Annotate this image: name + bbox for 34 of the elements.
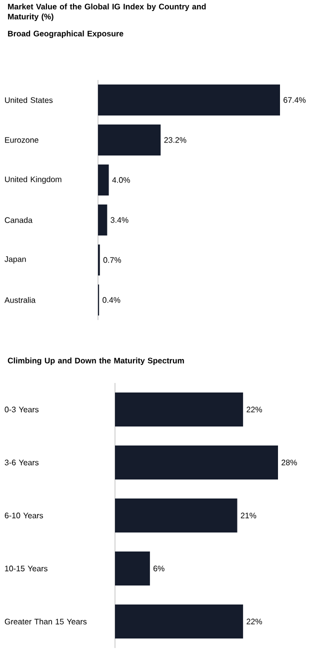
y-tick-label: Greater Than 15 Years (4, 618, 87, 624)
bar (114, 392, 244, 426)
chart-title: Market Value of the Global IG Index by Country and Maturity (%) (8, 4, 206, 22)
data-label: 0.4% (102, 297, 120, 303)
y-tick-label: United Kingdom (5, 176, 62, 184)
data-label: 0.7% (103, 257, 122, 263)
data-label: 3.4% (110, 217, 128, 223)
y-tick-label: Japan (4, 256, 26, 264)
y-tick-label: 6-10 Years (4, 512, 44, 518)
y-tick-label: 3-6 Years (4, 460, 39, 466)
y-tick-label: Eurozone (5, 137, 38, 143)
bar (98, 204, 108, 236)
bar (114, 551, 150, 586)
bar (98, 164, 109, 196)
bar (98, 124, 161, 156)
bar (114, 498, 238, 532)
data-label: 6% (154, 566, 164, 572)
bar (114, 604, 244, 638)
data-label: 22% (246, 618, 262, 624)
chart-title: Climbing Up and Down the Maturity Spectrum (8, 358, 184, 366)
y-tick-label: Canada (4, 217, 32, 223)
y-tick-label: United States (5, 97, 53, 103)
data-label: 67.4% (284, 97, 306, 103)
chart-subtitle: Broad Geographical Exposure (8, 30, 124, 38)
bar (114, 446, 278, 480)
data-label: 23.2% (164, 137, 186, 143)
data-label: 4.0% (112, 177, 130, 183)
y-tick-label: 10-15 Years (5, 566, 48, 572)
bar (98, 84, 280, 116)
y-tick-label: 0-3 Years (4, 406, 39, 412)
data-label: 28% (282, 460, 297, 466)
data-label: 22% (246, 406, 262, 412)
y-tick-label: Australia (4, 297, 36, 303)
data-label: 21% (240, 512, 256, 518)
